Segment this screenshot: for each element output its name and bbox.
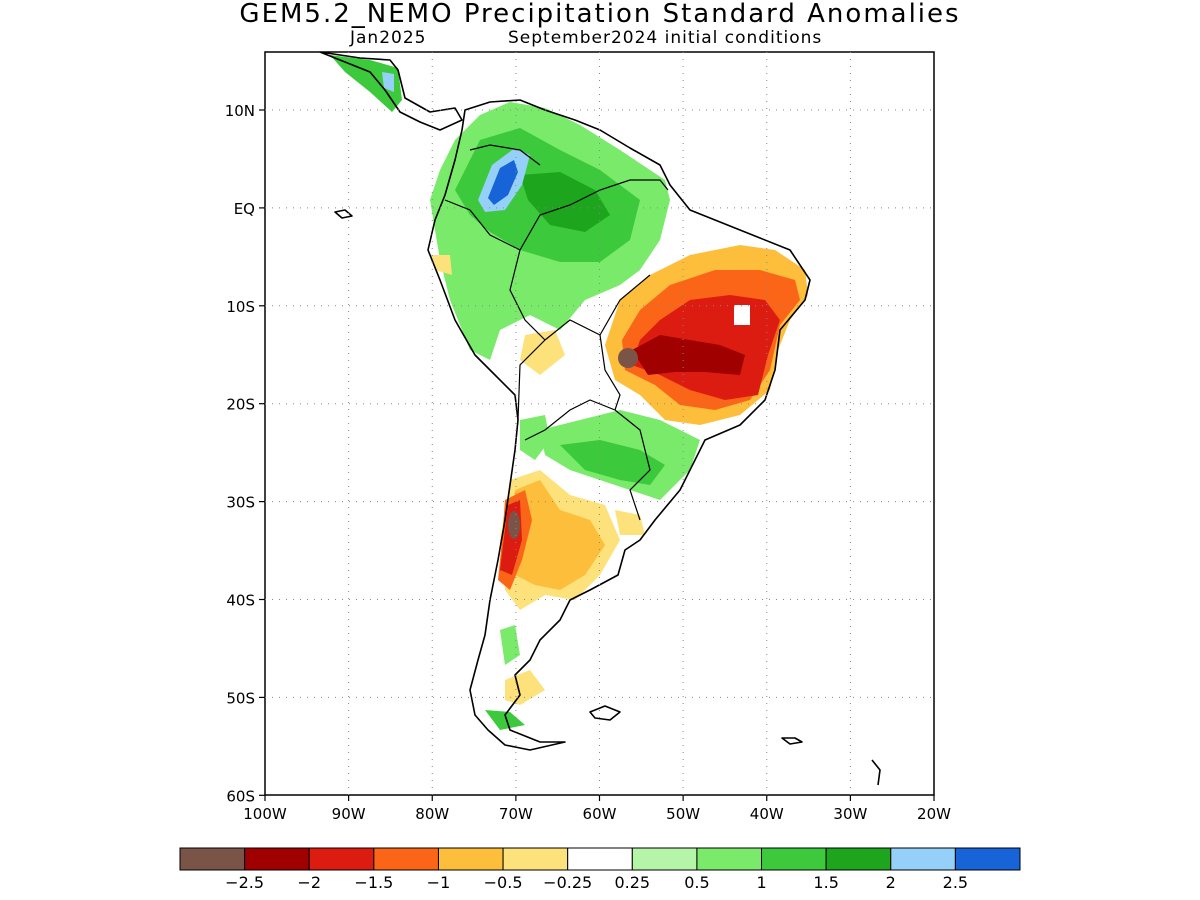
color-bar-swatch — [502, 847, 569, 871]
color-bar-label: 0.25 — [614, 873, 650, 892]
x-tick-label: 90W — [332, 805, 366, 823]
south-georgia — [781, 737, 803, 745]
color-bar-swatch — [631, 847, 698, 871]
galapagos — [334, 209, 353, 219]
color-bar-label: 2 — [886, 873, 896, 892]
y-tick-label: 50S — [226, 689, 255, 707]
forecast-month: Jan2025 — [350, 28, 427, 48]
color-bar-label: 1 — [756, 873, 766, 892]
y-tick-label: 20S — [226, 396, 255, 414]
color-bar-swatch — [761, 847, 827, 871]
color-bar-swatch — [244, 847, 310, 871]
country-borders — [444, 144, 669, 521]
color-bar-label: −1 — [427, 873, 451, 892]
y-tick-label: EQ — [234, 200, 255, 218]
color-bar-swatch — [825, 847, 892, 871]
south-sandwich — [871, 759, 881, 786]
color-bar-swatch — [308, 847, 375, 871]
y-tick-label: 40S — [226, 592, 255, 610]
color-bar-label: −2.5 — [225, 873, 264, 892]
anomaly-field — [330, 55, 808, 730]
color-bar-label: −0.25 — [543, 873, 592, 892]
color-bar-swatch — [437, 847, 504, 871]
x-tick-label: 20W — [917, 805, 951, 823]
x-tick-label: 30W — [833, 805, 867, 823]
color-bar-label: −2 — [297, 873, 321, 892]
color-bar-swatch — [696, 847, 763, 871]
south-america-coast — [427, 99, 811, 751]
x-tick-label: 60W — [583, 805, 617, 823]
color-bar: −2.5 −2 −1.5 −1 −0.5 −0.25 0.25 0.5 1 1.5 2 2.5 — [179, 847, 1021, 892]
wet-anomaly-colombia-core — [488, 160, 518, 205]
x-tick-label: 100W — [243, 805, 287, 823]
wet-anomaly-north-core — [520, 172, 610, 232]
color-bar-swatch — [179, 847, 246, 871]
coastlines — [319, 52, 881, 786]
color-bar-swatch — [567, 847, 633, 871]
color-bar-label: 2.5 — [943, 873, 968, 892]
y-tick-label: 10N — [225, 102, 255, 120]
color-bar-swatch — [373, 847, 439, 871]
graticule — [265, 52, 934, 795]
color-bar-label: −1.5 — [354, 873, 393, 892]
y-tick-label: 60S — [226, 787, 255, 805]
x-tick-label: 50W — [666, 805, 700, 823]
color-bar-label: −0.5 — [484, 873, 523, 892]
color-bar-swatch — [890, 847, 956, 871]
color-bar-label: 0.5 — [684, 873, 709, 892]
y-tick-label: 30S — [226, 494, 255, 512]
x-tick-label: 40W — [750, 805, 784, 823]
color-bar-swatch — [954, 847, 1021, 871]
wet-anomaly-central-america — [330, 55, 402, 112]
y-tick-label: 10S — [226, 298, 255, 316]
color-bar-label: 1.5 — [813, 873, 838, 892]
initial-conditions: September2024 initial conditions — [508, 28, 823, 48]
x-tick-label: 80W — [415, 805, 449, 823]
x-tick-label: 70W — [499, 805, 533, 823]
central-america-coast — [319, 52, 463, 131]
falkland-islands — [589, 705, 621, 721]
map-title: GEM5.2_NEMO Precipitation Standard Anoma… — [239, 0, 961, 29]
